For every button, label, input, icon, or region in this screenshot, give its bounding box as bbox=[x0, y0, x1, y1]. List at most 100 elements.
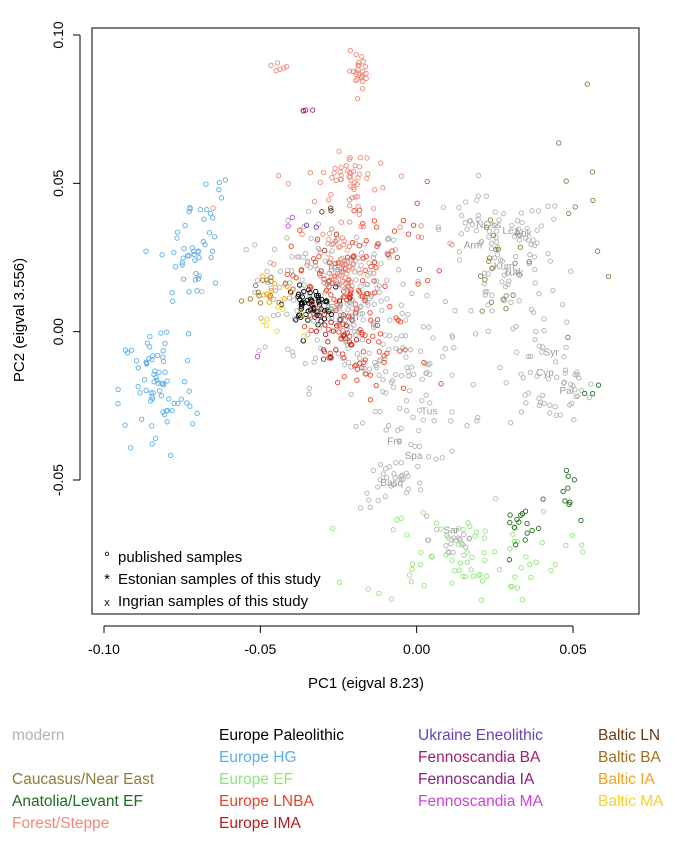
point-modern bbox=[425, 362, 432, 368]
point-fennoscandia-ba bbox=[300, 108, 307, 114]
point-modern bbox=[398, 302, 405, 308]
point-europe-lnba bbox=[394, 254, 400, 261]
point-modern bbox=[516, 298, 523, 304]
point-modern bbox=[354, 234, 360, 240]
point-baltic-ia bbox=[264, 291, 270, 297]
point-modern bbox=[366, 350, 372, 356]
point-modern bbox=[275, 312, 281, 318]
point-europe-lnba bbox=[308, 327, 314, 334]
point-europe-ef bbox=[453, 527, 459, 534]
point-europe-lnba bbox=[351, 253, 357, 259]
point-fennoscandia-ma bbox=[289, 214, 295, 221]
point-anatolia-levant-ef bbox=[565, 473, 571, 479]
point-europe-hg bbox=[169, 289, 175, 296]
point-europe-ef bbox=[336, 579, 343, 585]
point-europe-lnba bbox=[415, 281, 421, 287]
point-europe-paleolithic bbox=[305, 317, 311, 323]
point-forest-steppe bbox=[348, 183, 354, 189]
point-europe-lnba bbox=[344, 254, 351, 260]
point-modern bbox=[493, 228, 500, 234]
point-modern bbox=[382, 493, 388, 500]
point-modern bbox=[358, 250, 365, 256]
point-europe-hg bbox=[192, 277, 199, 283]
point-modern bbox=[316, 325, 323, 331]
point-anatolia-levant-ef bbox=[590, 390, 596, 397]
population-label: Basq bbox=[380, 478, 403, 489]
point-modern bbox=[407, 388, 413, 394]
point-modern bbox=[378, 260, 384, 267]
point-europe-lnba bbox=[384, 350, 390, 357]
point-modern bbox=[435, 224, 441, 230]
point-forest-steppe bbox=[341, 293, 347, 300]
point-modern bbox=[329, 248, 336, 254]
legend-europe-hg: Europe HG bbox=[219, 749, 297, 766]
point-caucasus-near-east bbox=[512, 260, 518, 266]
point-europe-ef bbox=[449, 580, 455, 586]
point-europe-ef bbox=[482, 528, 488, 534]
point-europe-paleolithic bbox=[306, 300, 312, 306]
point-modern bbox=[393, 336, 400, 342]
point-modern bbox=[376, 289, 383, 296]
point-modern bbox=[383, 390, 389, 396]
population-label: Syr bbox=[544, 347, 560, 358]
point-europe-hg bbox=[147, 344, 153, 350]
point-europe-lnba bbox=[361, 359, 367, 366]
point-europe-lnba bbox=[389, 248, 395, 254]
point-baltic-ma bbox=[260, 318, 266, 324]
point-europe-hg bbox=[189, 245, 195, 251]
point-modern bbox=[375, 497, 381, 504]
point-europe-hg bbox=[115, 386, 121, 393]
point-europe-ef bbox=[409, 566, 415, 572]
point-modern bbox=[380, 377, 386, 383]
point-europe-lnba bbox=[356, 243, 363, 249]
point-baltic-ma bbox=[263, 322, 270, 329]
legend-modern: modern bbox=[12, 727, 65, 744]
point-caucasus-near-east bbox=[563, 178, 569, 184]
point-forest-steppe bbox=[352, 194, 358, 200]
point-baltic-ba bbox=[253, 282, 259, 289]
point-europe-ima bbox=[334, 323, 340, 329]
point-europe-paleolithic bbox=[303, 311, 309, 318]
point-modern bbox=[356, 267, 362, 273]
point-forest-steppe bbox=[356, 72, 362, 78]
point-europe-hg bbox=[184, 400, 190, 406]
point-forest-steppe bbox=[356, 59, 362, 66]
population-label: Arm bbox=[464, 241, 482, 252]
point-modern bbox=[403, 398, 410, 404]
point-modern bbox=[388, 483, 394, 489]
point-anatolia-levant-ef bbox=[560, 488, 566, 495]
point-europe-ef bbox=[460, 526, 466, 533]
point-europe-lnba bbox=[368, 264, 374, 270]
point-modern bbox=[367, 504, 373, 511]
point-modern bbox=[396, 438, 402, 444]
point-europe-hg bbox=[154, 352, 161, 359]
point-europe-lnba bbox=[359, 365, 365, 371]
point-europe-ef bbox=[475, 572, 482, 579]
point-modern bbox=[199, 288, 205, 295]
point-modern bbox=[386, 236, 392, 242]
point-modern bbox=[360, 317, 366, 323]
point-modern bbox=[552, 404, 558, 410]
point-europe-ef bbox=[428, 553, 435, 559]
point-modern bbox=[325, 251, 331, 257]
point-europe-lnba bbox=[334, 302, 340, 308]
point-modern bbox=[311, 359, 317, 365]
point-europe-ef bbox=[462, 573, 469, 580]
point-europe-ef bbox=[443, 552, 449, 558]
point-caucasus-near-east bbox=[605, 273, 612, 280]
point-europe-lnba bbox=[382, 283, 388, 289]
point-modern bbox=[345, 359, 352, 366]
point-fennoscandia-ma bbox=[254, 354, 261, 360]
point-modern bbox=[377, 461, 384, 468]
point-europe-ef bbox=[464, 549, 470, 556]
point-modern bbox=[284, 311, 290, 317]
point-europe-ef bbox=[539, 539, 545, 546]
point-modern bbox=[525, 353, 532, 360]
population-label: Lez bbox=[502, 226, 518, 237]
point-forest-steppe bbox=[337, 244, 343, 250]
point-europe-lnba bbox=[321, 276, 327, 282]
point-europe-ima bbox=[325, 339, 331, 345]
point-modern bbox=[463, 199, 469, 205]
point-modern bbox=[357, 311, 364, 317]
